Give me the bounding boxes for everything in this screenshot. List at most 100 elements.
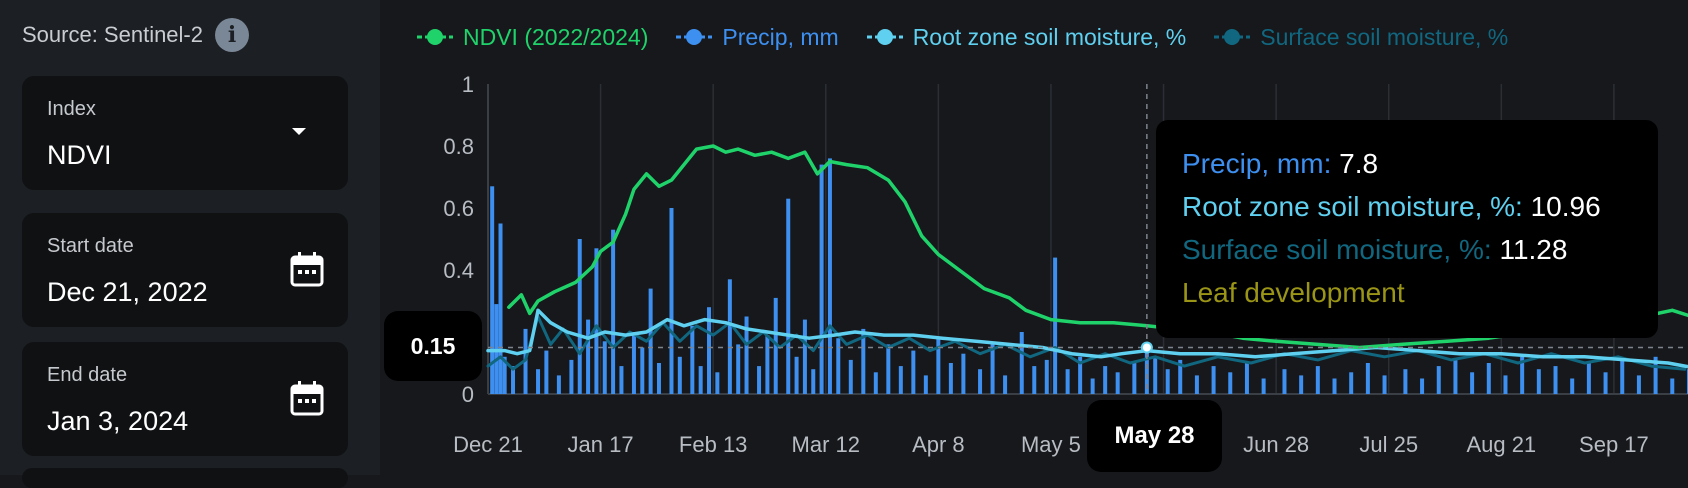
precip-bar: [1178, 359, 1183, 394]
end-date-label: End date: [47, 364, 128, 386]
precip-bar: [602, 341, 607, 394]
precip-bar: [765, 335, 770, 394]
y-tick-label: 0.4: [443, 258, 474, 283]
precip-bar: [577, 239, 582, 394]
precip-bar: [1078, 356, 1083, 394]
surface-moisture-line: [486, 315, 1687, 371]
crosshair-x-badge: May 28: [1087, 400, 1222, 472]
precip-bar: [1115, 372, 1120, 394]
precip-bar: [811, 369, 816, 394]
precip-bar: [1003, 375, 1008, 394]
y-tick-label: 1: [462, 72, 474, 97]
tooltip-surface-value: 11.28: [1499, 234, 1568, 265]
precip-bar: [1586, 363, 1591, 394]
precip-bar: [1365, 363, 1370, 394]
precip-bar: [1194, 375, 1199, 394]
precip-bar: [1653, 356, 1658, 394]
precip-bar: [802, 319, 807, 394]
info-icon[interactable]: i: [215, 18, 249, 52]
ndvi-line: [507, 144, 1688, 350]
legend-label-surface: Surface soil moisture, %: [1260, 23, 1509, 50]
legend-label-ndvi: NDVI (2022/2024): [463, 23, 649, 50]
precip-bar: [978, 369, 983, 394]
precip-bar: [715, 372, 720, 394]
precip-bar: [1044, 359, 1049, 394]
precip-bar: [619, 366, 624, 394]
chart-legend: NDVI (2022/2024) Precip, mm Root zone so…: [415, 22, 1508, 52]
precip-bar: [873, 372, 878, 394]
next-field-peek: [22, 468, 348, 488]
precip-bar: [1636, 375, 1641, 394]
precip-bar: [886, 344, 891, 394]
x-tick-label: Jun 28: [1243, 432, 1309, 457]
precip-bar: [490, 186, 495, 394]
index-value: NDVI: [47, 140, 112, 170]
precip-bar: [648, 288, 653, 394]
precip-bar: [569, 359, 574, 394]
x-tick-label: Feb 13: [679, 432, 748, 457]
x-tick-label: Jan 17: [568, 432, 634, 457]
precip-bar: [1382, 375, 1387, 394]
precip-bar: [656, 363, 661, 394]
precip-bar: [502, 356, 507, 394]
root-zone-moisture-line: [486, 308, 1688, 369]
tooltip-surface-row: Surface soil moisture, %: 11.28: [1182, 234, 1567, 266]
precip-bar: [923, 375, 928, 394]
precip-bar: [1090, 378, 1095, 394]
precip-bar: [1553, 366, 1558, 394]
precip-bar: [586, 319, 591, 394]
legend-item-surface[interactable]: Surface soil moisture, %: [1212, 24, 1508, 51]
legend-label-precip: Precip, mm: [722, 23, 839, 50]
precip-bar: [498, 223, 503, 394]
precip-bar: [1420, 378, 1425, 394]
precip-bar: [556, 375, 561, 394]
tooltip-phase: Leaf development: [1182, 277, 1405, 308]
index-select[interactable]: Index NDVI: [22, 76, 348, 190]
x-tick-label: Sep 17: [1579, 432, 1649, 457]
tooltip-precip-label: Precip, mm:: [1182, 148, 1332, 179]
precip-bar: [511, 366, 516, 394]
precip-bar: [1603, 372, 1608, 394]
precip-bar: [773, 297, 778, 394]
x-tick-label: Jul 25: [1359, 432, 1418, 457]
precip-bar: [1019, 332, 1024, 394]
precip-bar: [1228, 372, 1233, 394]
x-tick-label: Apr 8: [912, 432, 965, 457]
x-tick-label: Aug 21: [1466, 432, 1536, 457]
tooltip-precip-row: Precip, mm: 7.8: [1182, 148, 1378, 180]
tooltip-root-value: 10.96: [1530, 191, 1601, 222]
precip-bar: [1103, 366, 1108, 394]
precip-bar: [794, 356, 799, 394]
start-date-value: Dec 21, 2022: [47, 277, 208, 307]
precip-bar: [1620, 359, 1625, 394]
sidebar: Source: Sentinel-2 i Index NDVI Start da…: [0, 0, 380, 488]
precip-bar: [911, 350, 916, 394]
start-date-field[interactable]: Start date Dec 21, 2022: [22, 213, 348, 327]
x-tick-label: May 5: [1021, 432, 1081, 457]
precip-bar: [1332, 378, 1337, 394]
x-tick-label: Dec 21: [453, 432, 523, 457]
precip-bar: [1132, 363, 1137, 394]
precip-bar: [1261, 378, 1266, 394]
precip-bar: [707, 307, 712, 394]
precip-bar: [690, 325, 695, 394]
calendar-icon[interactable]: [290, 251, 324, 287]
tooltip-root-label: Root zone soil moisture, %:: [1182, 191, 1523, 222]
legend-marker-root: [866, 29, 903, 45]
legend-item-root[interactable]: Root zone soil moisture, %: [865, 23, 1187, 51]
legend-item-precip[interactable]: Precip, mm: [674, 23, 839, 51]
precip-bar: [961, 353, 966, 394]
precip-bar: [631, 332, 636, 394]
chevron-down-icon[interactable]: [292, 128, 306, 135]
precip-bar: [1065, 369, 1070, 394]
end-date-field[interactable]: End date Jan 3, 2024: [22, 342, 348, 456]
precip-bar: [1570, 378, 1575, 394]
precip-bar: [736, 344, 741, 394]
calendar-icon[interactable]: [290, 380, 324, 416]
precip-bar: [861, 328, 866, 394]
tooltip-root-row: Root zone soil moisture, %: 10.96: [1182, 191, 1601, 223]
legend-item-ndvi[interactable]: NDVI (2022/2024): [415, 24, 648, 51]
precip-bar: [936, 338, 941, 394]
legend-label-root: Root zone soil moisture, %: [912, 23, 1187, 50]
